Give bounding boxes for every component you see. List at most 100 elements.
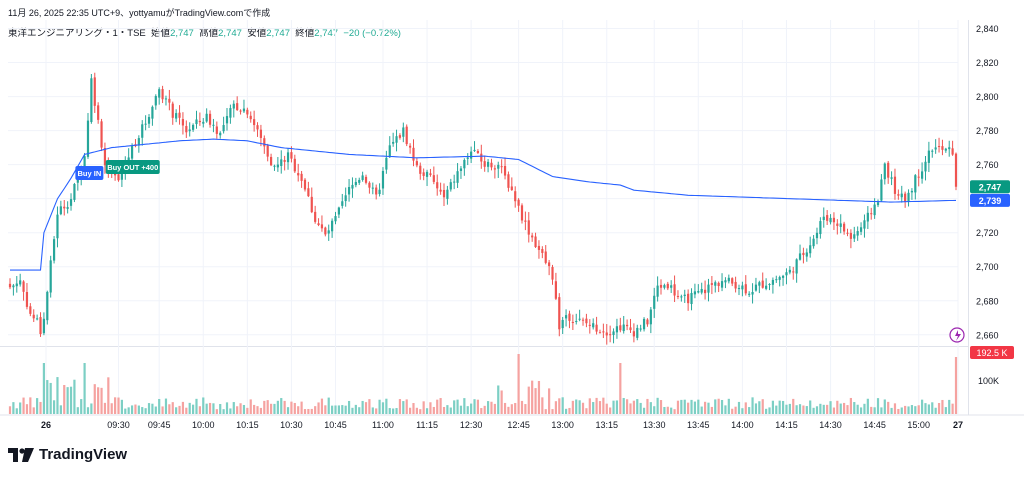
candle-body <box>46 291 49 321</box>
alert-icon[interactable] <box>949 327 965 343</box>
candle-body <box>22 281 25 292</box>
volume-bar <box>293 402 296 414</box>
candle-body <box>527 220 530 235</box>
candle-body <box>954 153 958 187</box>
volume-bar <box>56 377 59 414</box>
candle-body <box>785 272 788 276</box>
candle-body <box>83 156 86 173</box>
candle-body <box>392 141 395 144</box>
candle-body <box>188 129 191 132</box>
candle-body <box>168 98 171 103</box>
candle-body <box>524 220 527 222</box>
candle-body <box>690 292 693 305</box>
volume-bar <box>856 404 859 414</box>
candle-body <box>578 318 581 320</box>
candle-body <box>619 325 622 331</box>
volume-bar <box>690 399 693 414</box>
candle-body <box>429 173 432 175</box>
x-tick-label: 14:45 <box>863 420 886 430</box>
candle-body <box>8 283 12 288</box>
volume-bar <box>843 402 846 414</box>
candle-body <box>819 221 822 235</box>
volume-bar <box>310 408 313 414</box>
volume-bar <box>276 400 279 414</box>
volume-bar <box>130 405 134 414</box>
volume-bar <box>490 401 493 414</box>
close-value: 2,747 <box>314 28 339 39</box>
volume-bar <box>717 398 720 414</box>
volume-bar <box>785 404 788 414</box>
candle-body <box>449 182 452 190</box>
symbol-name[interactable]: 東洋エンジニアリング・1・TSE <box>8 28 146 39</box>
candle-body <box>405 126 408 145</box>
candle-body <box>710 283 713 285</box>
candle-body <box>531 235 534 238</box>
volume-bar <box>314 406 317 414</box>
volume-bar <box>178 405 181 414</box>
volume-bar <box>537 380 541 414</box>
candle-body <box>687 293 690 304</box>
candle-body <box>137 138 140 146</box>
x-tick-label: 11:15 <box>416 420 438 430</box>
candle-body <box>215 126 218 134</box>
volume-bar <box>551 409 554 414</box>
candle-body <box>636 327 639 338</box>
volume-bar <box>134 404 137 414</box>
candle-body <box>900 193 903 198</box>
y-tick-label: 2,840 <box>976 24 999 34</box>
candle-body <box>792 271 795 273</box>
volume-bar <box>605 403 608 414</box>
candle-body <box>829 217 832 223</box>
candle-body <box>717 282 720 287</box>
candle-body <box>273 165 276 167</box>
volume-bar <box>283 400 286 414</box>
candle-body <box>317 223 320 226</box>
volume-bar <box>775 405 778 414</box>
volume-bar <box>954 357 958 414</box>
volume-tick-label: 100K <box>978 376 999 386</box>
candle-body <box>595 324 598 332</box>
volume-bar <box>334 405 337 414</box>
volume-bar <box>205 403 208 414</box>
y-tick-label: 2,700 <box>976 262 999 272</box>
brand-logo: TradingView <box>8 446 127 463</box>
volume-bar <box>463 398 466 414</box>
x-tick-label: 13:45 <box>687 420 710 430</box>
candle-body <box>378 189 381 195</box>
change-value: −20 (−0.72%) <box>343 28 401 39</box>
x-tick-label: 13:00 <box>551 420 574 430</box>
volume-bar <box>734 406 737 414</box>
last-price-tag-bg <box>970 180 1010 194</box>
volume-bar <box>246 407 249 414</box>
volume-bar <box>483 405 486 414</box>
candle-body <box>141 124 144 138</box>
candle-body <box>554 281 557 299</box>
volume-bar <box>510 404 513 414</box>
volume-bar <box>907 406 910 414</box>
volume-bar <box>273 403 276 414</box>
volume-bar <box>392 408 395 414</box>
candle-body <box>232 103 235 109</box>
volume-bar <box>239 403 242 414</box>
volume-bar <box>853 402 856 414</box>
candle-body <box>887 162 890 178</box>
price-chart[interactable]: 2,8402,8202,8002,7802,7602,7402,7202,700… <box>0 0 1024 440</box>
volume-bar <box>80 399 83 414</box>
candle-body <box>795 259 798 274</box>
volume-bar <box>934 407 937 414</box>
x-tick-label: 10:45 <box>324 420 347 430</box>
volume-bar <box>486 401 490 414</box>
volume-bar <box>473 399 476 414</box>
volume-bar <box>924 403 927 414</box>
volume-bar <box>86 407 90 414</box>
volume-bar <box>890 407 893 414</box>
x-tick-label: 12:45 <box>507 420 530 430</box>
candle-body <box>805 252 808 257</box>
volume-bar <box>646 398 649 414</box>
candle-body <box>63 206 66 209</box>
candle-body <box>280 159 283 166</box>
candle-body <box>198 120 201 123</box>
volume-bar <box>337 405 340 414</box>
candle-body <box>327 230 330 234</box>
volume-bar <box>212 403 215 414</box>
